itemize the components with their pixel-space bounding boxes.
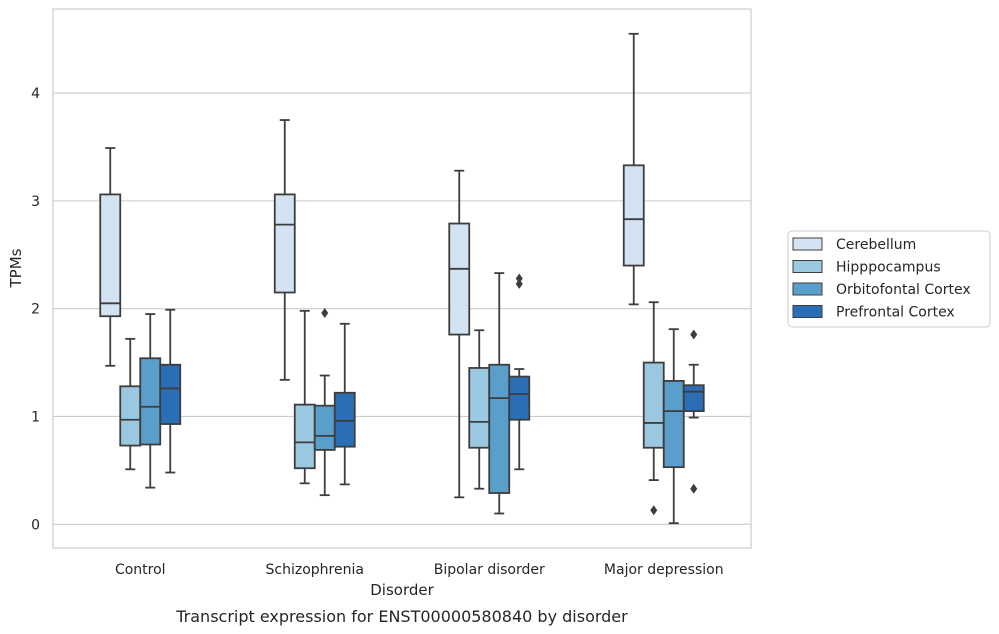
y-tick-label: 2: [31, 302, 40, 318]
y-tick-label: 3: [31, 194, 40, 210]
iqr-box: [99, 193, 122, 318]
box-prefrontal-cortex: [159, 308, 182, 474]
outlier-point: [650, 505, 658, 516]
iqr-box: [273, 193, 296, 294]
x-tick-label: Schizophrenia: [266, 562, 364, 578]
plot-frame: [52, 8, 752, 549]
iqr-box: [662, 380, 685, 469]
outlier-point: [690, 483, 698, 494]
figure-caption: Transcript expression for ENST0000058084…: [175, 607, 628, 626]
outlier-point: [321, 307, 329, 318]
iqr-box: [488, 363, 511, 494]
outlier-point: [690, 329, 698, 340]
iqr-box: [139, 357, 162, 446]
box-orbitofontal-cortex: [662, 328, 685, 525]
y-axis-ticks: 0 1 2 3 4: [31, 86, 40, 533]
iqr-box: [313, 404, 336, 451]
gridlines: [53, 92, 751, 525]
box-hipppocampus: [119, 337, 142, 471]
box-hipppocampus: [642, 301, 665, 516]
box-cerebellum: [622, 32, 645, 306]
legend-swatch: [792, 282, 823, 296]
x-axis-label: Disorder: [370, 581, 434, 599]
legend-label: Hipppocampus: [836, 260, 941, 276]
box-hipppocampus: [293, 309, 316, 485]
x-tick-label: Control: [115, 562, 166, 578]
y-tick-label: 1: [31, 409, 40, 425]
box-plot-marks: [99, 32, 705, 525]
box-orbitofontal-cortex: [488, 272, 511, 515]
x-axis-ticks: Control Schizophrenia Bipolar disorder Majo…: [115, 562, 724, 578]
outlier-point: [515, 273, 523, 284]
iqr-box: [333, 391, 356, 448]
legend-label: Prefrontal Cortex: [836, 305, 955, 321]
y-axis-label: TPMs: [7, 248, 25, 288]
box-hipppocampus: [468, 329, 491, 490]
box-orbitofontal-cortex: [313, 307, 336, 497]
x-tick-label: Bipolar disorder: [434, 562, 545, 578]
legend-swatch: [792, 260, 823, 273]
outlier-point: [515, 278, 523, 289]
box-cerebellum: [99, 147, 122, 367]
legend-frame: [787, 230, 991, 328]
iqr-box: [293, 403, 316, 470]
iqr-box: [508, 375, 531, 421]
legend-swatch: [792, 305, 823, 318]
x-tick-label: Major depression: [604, 562, 724, 578]
iqr-box: [159, 363, 182, 425]
iqr-box: [622, 164, 645, 267]
iqr-box: [642, 361, 665, 449]
box-orbitofontal-cortex: [139, 313, 162, 489]
legend-label: Cerebellum: [836, 237, 916, 253]
iqr-box: [682, 384, 705, 412]
box-cerebellum: [273, 119, 296, 381]
box-prefrontal-cortex: [333, 322, 356, 486]
box-prefrontal-cortex: [508, 273, 531, 471]
box-prefrontal-cortex: [682, 329, 705, 494]
iqr-box: [119, 385, 142, 447]
legend: Cerebellum Hipppocampus Orbitofontal Corte…: [787, 230, 991, 328]
y-tick-label: 4: [31, 86, 40, 102]
box-cerebellum: [448, 169, 471, 499]
iqr-box: [448, 222, 471, 336]
legend-label: Orbitofontal Cortex: [836, 282, 971, 298]
legend-swatch: [792, 237, 823, 251]
iqr-box: [468, 367, 491, 449]
y-tick-label: 0: [31, 517, 40, 533]
